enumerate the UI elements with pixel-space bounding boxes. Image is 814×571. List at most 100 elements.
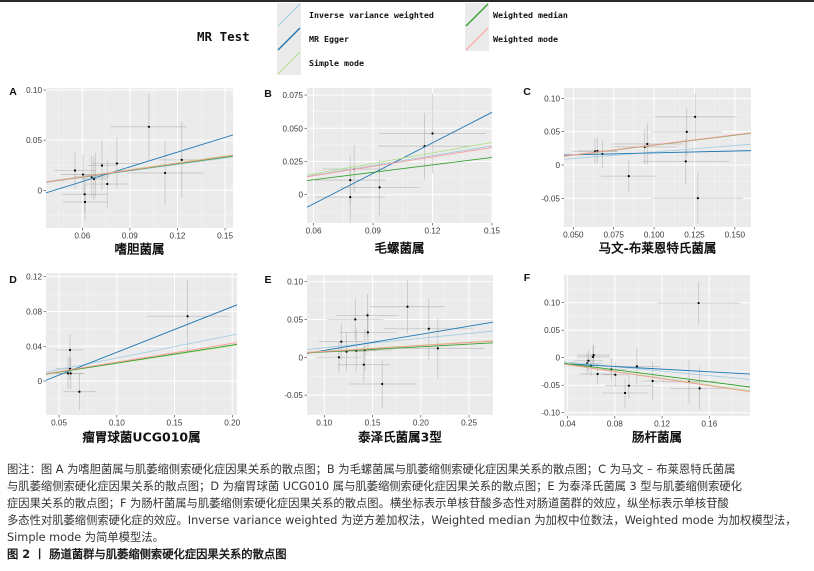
- regression-line-mr-egger: [307, 111, 492, 208]
- x-tick-label: 0.050: [563, 231, 584, 240]
- data-point: [66, 372, 70, 375]
- data-point: [362, 363, 365, 366]
- data-point: [381, 382, 384, 386]
- y-tick-label: 0.05: [287, 315, 303, 324]
- y-tick-label: -0.05: [541, 381, 560, 390]
- data-point: [684, 160, 687, 163]
- legend-key-simple-mode: [277, 51, 301, 75]
- plot-content: [46, 279, 237, 410]
- data-point: [436, 347, 439, 350]
- x-tick-label: 0.12: [170, 232, 186, 241]
- x-tick-label: 0.10: [316, 419, 332, 428]
- x-tick-label: 0.06: [74, 232, 90, 241]
- regression-line-inverse-variance-weighted: [564, 361, 750, 380]
- x-axis-title: 泰泽氏菌属3型: [357, 430, 442, 445]
- y-tick-label: -0.05: [541, 194, 560, 203]
- data-point: [366, 314, 369, 317]
- caption-line: 多态性对肌萎缩侧索硬化症的效应。Inverse variance weighte…: [7, 514, 797, 527]
- data-point: [164, 171, 167, 175]
- legend-key-line: [277, 3, 301, 27]
- panel-label: E: [264, 274, 271, 286]
- data-point: [696, 197, 699, 200]
- data-point: [592, 353, 595, 357]
- x-tick-label: 0.075: [603, 231, 624, 240]
- regression-line-inverse-variance-weighted: [46, 333, 237, 373]
- data-point: [587, 359, 590, 362]
- legend-key-line: [465, 27, 489, 51]
- data-point: [614, 373, 617, 376]
- data-point: [186, 315, 189, 318]
- x-tick-label: 0.16: [701, 420, 717, 429]
- regression-line-weighted-mode: [307, 147, 492, 178]
- y-tick-label: 0: [298, 353, 303, 362]
- plot-content: [307, 93, 492, 223]
- scatter-panel-c: 0.050 0.075 0.100 0.125 0.150 -0.05 0 0.05 0.10 C…: [523, 86, 751, 256]
- data-point: [68, 367, 72, 370]
- x-axis-title: 肠杆菌属: [632, 430, 682, 445]
- data-point: [354, 318, 357, 321]
- regression-line-mr-egger: [46, 304, 237, 381]
- y-tick-label: 0.04: [26, 342, 42, 351]
- x-axis-title: 毛螺菌属: [374, 241, 424, 256]
- regression-line-mr-egger: [307, 321, 493, 354]
- x-tick-label: 0.150: [725, 231, 746, 240]
- data-point: [623, 391, 627, 395]
- legend: MR Test Inverse variance weighted MR Egg…: [0, 0, 814, 80]
- data-point: [427, 327, 430, 330]
- data-point: [349, 178, 352, 182]
- figure-title: 图 2 丨 肠道菌群与肌萎缩侧索硬化症因果关系的散点图: [7, 548, 287, 561]
- y-tick-label: 0.10: [26, 86, 42, 95]
- legend-label-weighted-median: Weighted median: [493, 10, 568, 20]
- data-point: [340, 340, 343, 343]
- data-point: [68, 348, 72, 352]
- gridlines: [564, 88, 751, 227]
- legend-label-weighted-mode: Weighted mode: [493, 34, 558, 44]
- figure-caption: 图注：图 A 为嗜胆菌属与肌萎缩侧索硬化症因果关系的散点图；B 为毛螺菌属与肌萎…: [7, 461, 813, 563]
- panel-label: C: [523, 86, 531, 98]
- plot-background: [46, 273, 237, 415]
- legend-label-ivw: Inverse variance weighted: [309, 10, 434, 20]
- data-point: [378, 186, 381, 189]
- x-tick-label: 0.20: [413, 419, 429, 428]
- data-point: [73, 169, 77, 172]
- data-point: [698, 387, 701, 390]
- data-point: [651, 379, 654, 383]
- data-point: [627, 175, 630, 178]
- x-tick-label: 0.15: [365, 419, 381, 428]
- x-tick-label: 0.06: [306, 227, 322, 236]
- x-tick-label: 0.05: [51, 419, 67, 428]
- legend-title: MR Test: [197, 29, 250, 44]
- scatter-panel-a: 0.06 0.09 0.12 0.15 0 0.05 0.10 A 嗜胆菌属: [9, 86, 233, 257]
- scatter-panel-d: 0.05 0.10 0.15 0.20 0 0.04 0.08 0.12 D 瘤胃球菌UCG010…: [9, 273, 240, 445]
- data-point: [83, 200, 87, 204]
- legend-key-line: [277, 51, 301, 75]
- regression-line-inverse-variance-weighted: [564, 143, 751, 160]
- data-point: [366, 331, 370, 334]
- legend-label-simple-mode: Simple mode: [309, 58, 364, 68]
- legend-label-mr-egger: MR Egger: [309, 34, 349, 44]
- legend-key-weighted-median: [465, 3, 489, 27]
- regression-line-inverse-variance-weighted: [307, 330, 493, 350]
- caption-line: 与肌萎缩侧索硬化症因果关系的散点图；D 为瘤胃球菌 UCG010 属与肌萎缩侧索…: [7, 480, 742, 493]
- y-tick-label: 0: [555, 354, 560, 363]
- data-point: [431, 132, 434, 135]
- y-tick-label: 0: [555, 161, 560, 170]
- x-tick-label: 0.12: [654, 420, 670, 429]
- y-tick-label: 0.05: [544, 326, 560, 335]
- caption-line: 图注：图 A 为嗜胆菌属与肌萎缩侧索硬化症因果关系的散点图；B 为毛螺菌属与肌萎…: [7, 463, 736, 476]
- data-point: [627, 384, 631, 387]
- plot-content: [564, 93, 751, 224]
- x-tick-label: 0.04: [560, 420, 576, 429]
- regression-line-weighted-mode: [564, 363, 750, 393]
- top-rule: [0, 0, 814, 2]
- x-axis-title: 瘤胃球菌UCG010属: [82, 430, 200, 445]
- caption-line: Simple mode 为简单模型法。: [7, 531, 164, 544]
- data-point: [83, 193, 86, 196]
- plot-content: [564, 281, 750, 410]
- x-tick-label: 0.15: [167, 419, 183, 428]
- legend-key-weighted-mode: [465, 27, 489, 51]
- plot-content: [46, 93, 233, 221]
- caption-line: 症因果关系的散点图；F 为肠杆菌属与肌萎缩侧索硬化症因果关系的散点图。横坐标表示…: [7, 497, 729, 510]
- data-point: [591, 355, 595, 359]
- plot-background: [564, 275, 750, 416]
